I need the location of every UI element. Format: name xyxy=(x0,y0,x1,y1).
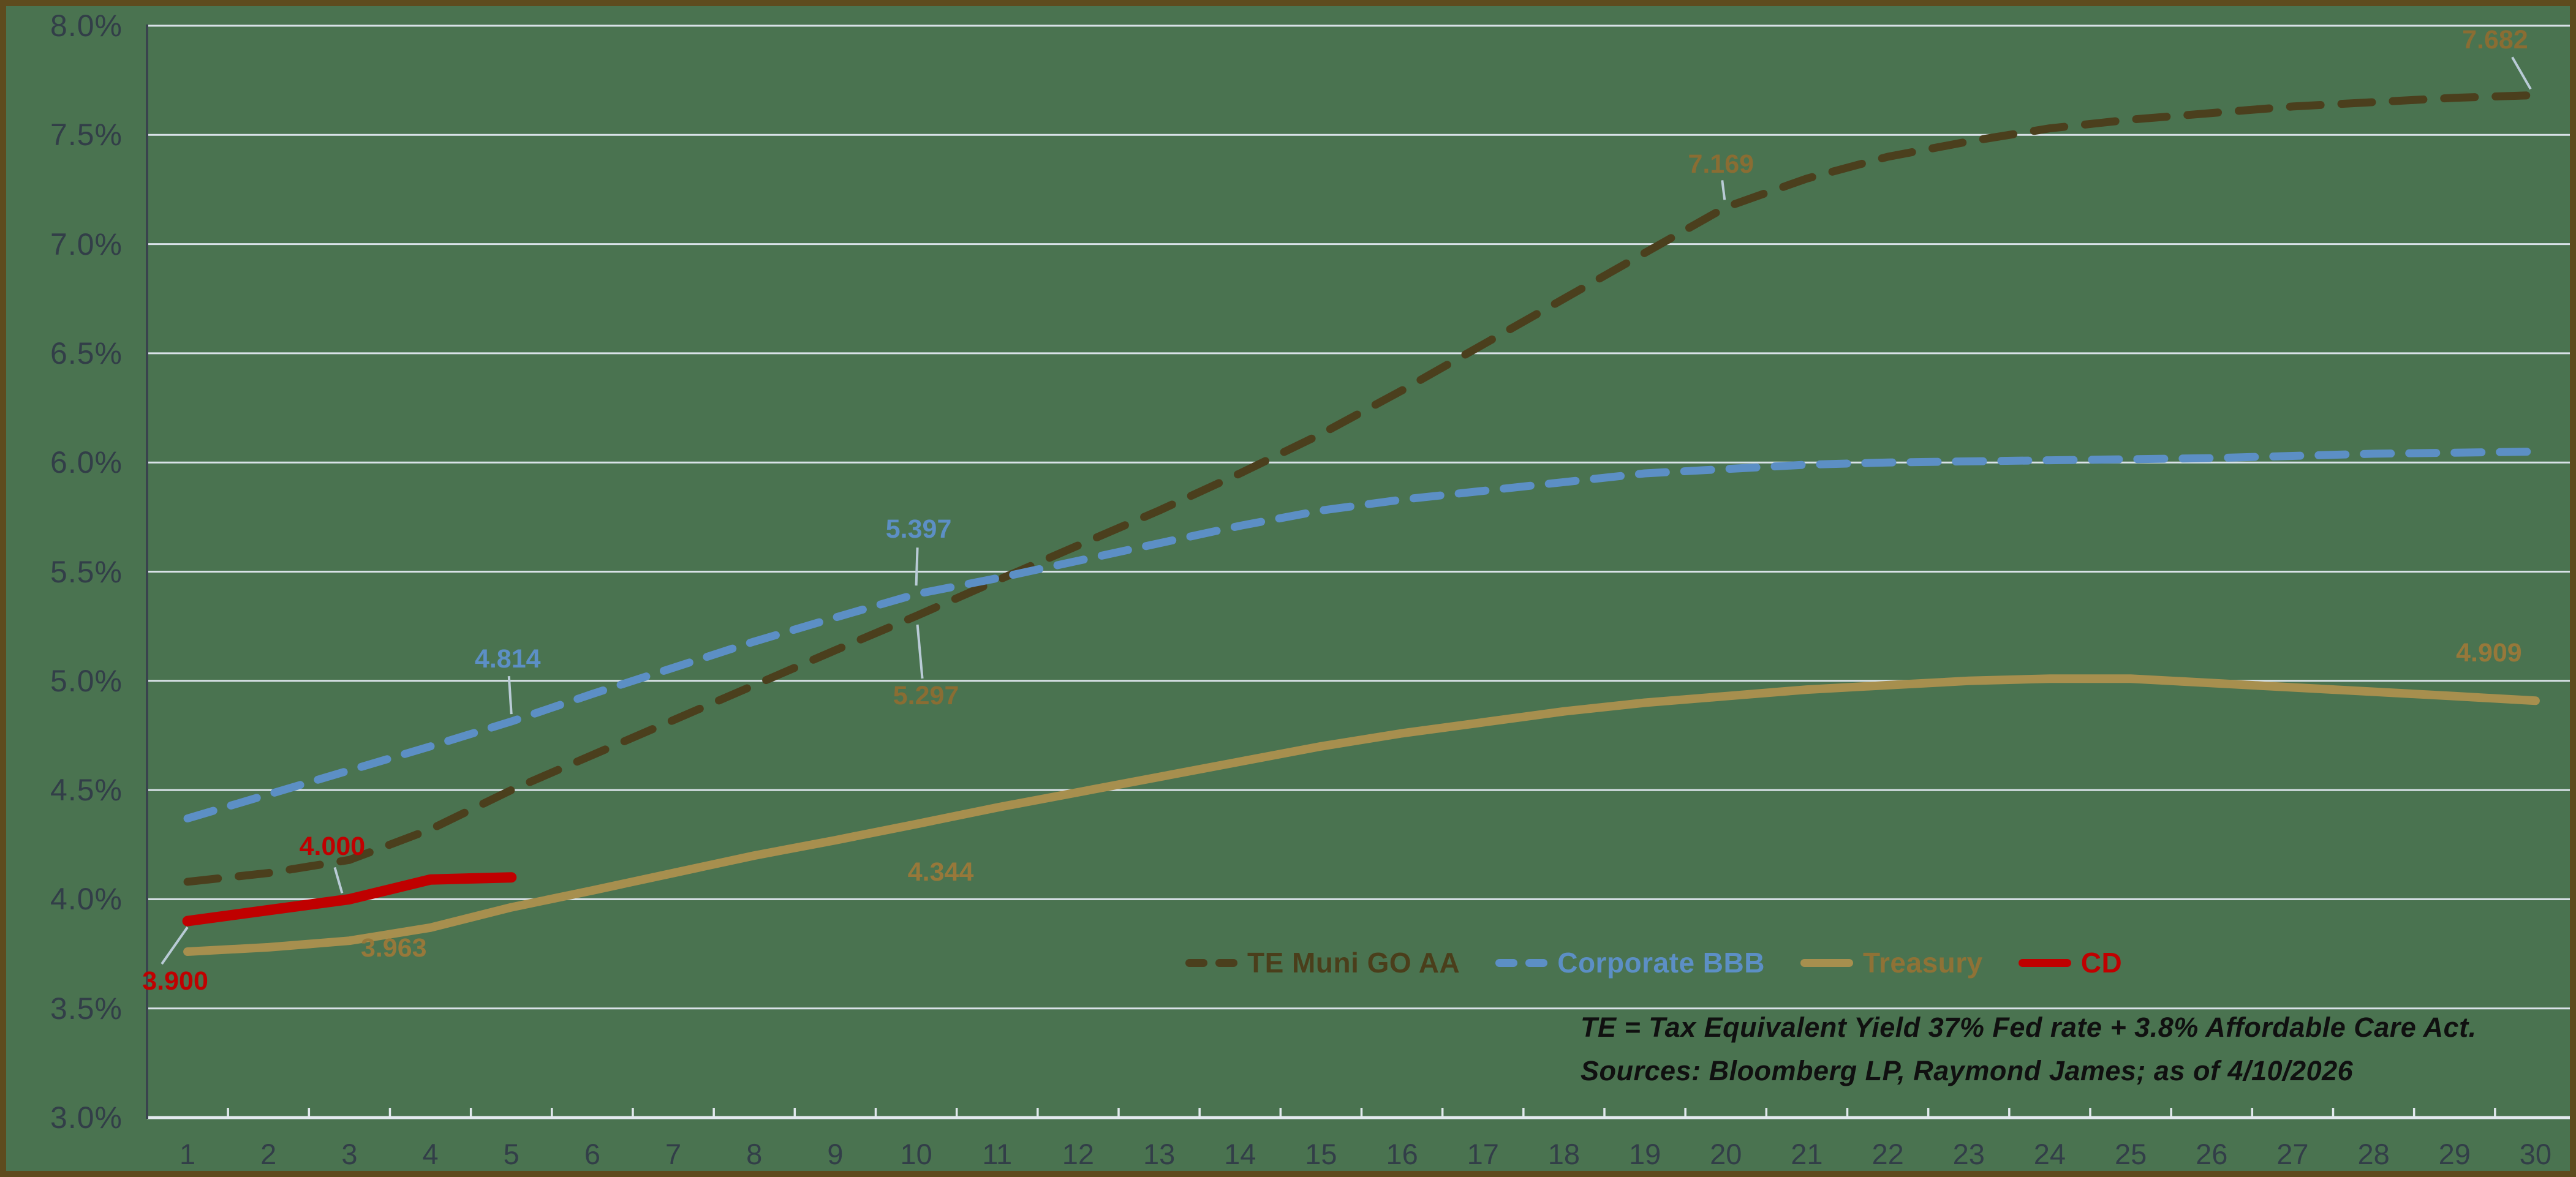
x-tick-label: 29 xyxy=(2438,1138,2471,1170)
data-label: 4.814 xyxy=(474,644,541,674)
cd-line-swatch xyxy=(2018,958,2071,967)
y-tick-label: 6.0% xyxy=(50,445,123,480)
x-tick-label: 7 xyxy=(665,1138,682,1170)
legend-label-treasury: Treasury xyxy=(1862,947,1983,979)
y-tick-label: 4.5% xyxy=(50,773,123,808)
x-tick-label: 6 xyxy=(584,1138,600,1170)
x-tick-label: 8 xyxy=(746,1138,763,1170)
data-label: 7.169 xyxy=(1688,149,1754,179)
legend-item-te-muni-go-aa: TE Muni GO AA xyxy=(1185,946,1460,979)
x-tick-label: 12 xyxy=(1062,1138,1095,1170)
legend-label-corporate-bbb: Corporate BBB xyxy=(1557,947,1765,979)
y-tick-label: 4.0% xyxy=(50,882,123,917)
x-tick-label: 21 xyxy=(1791,1138,1823,1170)
y-tick-label: 5.5% xyxy=(50,554,123,589)
x-tick-label: 4 xyxy=(422,1138,439,1170)
x-tick-label: 22 xyxy=(1872,1138,1904,1170)
legend-item-cd: CD xyxy=(2018,946,2123,979)
x-tick-label: 9 xyxy=(827,1138,844,1170)
legend: TE Muni GO AA Corporate BBB Treasury CD xyxy=(1185,938,2122,987)
x-tick-label: 23 xyxy=(1952,1138,1985,1170)
x-tick-label: 3 xyxy=(341,1138,358,1170)
y-tick-label: 7.0% xyxy=(50,227,123,261)
data-label: 4.909 xyxy=(2456,638,2522,668)
x-tick-label: 27 xyxy=(2276,1138,2309,1170)
label-leader-line xyxy=(333,867,344,893)
data-label: 7.682 xyxy=(2462,25,2528,55)
x-tick-label: 24 xyxy=(2033,1138,2066,1170)
y-tick-label: 7.5% xyxy=(50,118,123,152)
legend-label-cd: CD xyxy=(2080,947,2123,979)
label-leader-line xyxy=(507,675,513,715)
label-leader-line xyxy=(161,926,189,965)
label-leader-line xyxy=(1721,180,1726,200)
x-tick-label: 16 xyxy=(1386,1138,1418,1170)
y-tick-label: 6.5% xyxy=(50,336,123,370)
data-label: 4.000 xyxy=(299,832,366,862)
x-tick-label: 28 xyxy=(2357,1138,2390,1170)
data-label: 3.963 xyxy=(360,933,427,963)
data-label: 3.900 xyxy=(142,966,208,996)
x-tick-label: 10 xyxy=(900,1138,932,1170)
label-leader-line xyxy=(915,547,919,586)
x-tick-label: 18 xyxy=(1547,1138,1581,1170)
x-tick-label: 5 xyxy=(503,1138,519,1170)
x-tick-label: 15 xyxy=(1305,1138,1337,1170)
x-tick-label: 14 xyxy=(1224,1138,1256,1170)
label-leader-line xyxy=(2511,56,2532,90)
x-tick-label: 20 xyxy=(1710,1138,1742,1170)
x-tick-label: 19 xyxy=(1628,1138,1661,1170)
x-tick-label: 2 xyxy=(260,1138,277,1170)
x-tick-label: 13 xyxy=(1143,1138,1176,1170)
data-label: 5.397 xyxy=(885,514,952,544)
footnotes: TE = Tax Equivalent Yield 37% Fed rate +… xyxy=(1581,1006,2536,1092)
plot-area xyxy=(146,24,2570,1119)
label-leader-line xyxy=(916,624,924,679)
y-tick-label: 3.0% xyxy=(50,1100,123,1135)
footnote-tax-equivalent: TE = Tax Equivalent Yield 37% Fed rate +… xyxy=(1581,1012,2477,1043)
te-muni-line-swatch xyxy=(1185,958,1237,967)
data-label: 4.344 xyxy=(907,857,974,887)
x-tick-label: 1 xyxy=(179,1138,196,1170)
footnote-sources: Sources: Bloomberg LP, Raymond James; as… xyxy=(1581,1055,2354,1086)
y-tick-label: 8.0% xyxy=(50,9,123,43)
x-tick-label: 25 xyxy=(2114,1138,2147,1170)
series-line-corporate-bbb xyxy=(183,447,2540,822)
y-tick-label: 5.0% xyxy=(50,663,123,698)
x-tick-label: 30 xyxy=(2519,1138,2552,1170)
series-line-te-muni-go-aa xyxy=(183,91,2540,886)
x-tick-label: 11 xyxy=(982,1138,1013,1170)
x-tick-label: 26 xyxy=(2196,1138,2228,1170)
series-line-cd xyxy=(182,872,517,927)
series-line-treasury xyxy=(183,674,2540,956)
x-tick-label: 17 xyxy=(1467,1138,1499,1170)
y-tick-label: 3.5% xyxy=(50,991,123,1026)
legend-label-te-muni-go-aa: TE Muni GO AA xyxy=(1247,947,1460,979)
legend-item-corporate-bbb: Corporate BBB xyxy=(1495,946,1765,979)
legend-item-treasury: Treasury xyxy=(1800,946,1983,979)
data-label: 5.297 xyxy=(893,680,959,710)
corporate-bbb-line-swatch xyxy=(1495,958,1548,967)
treasury-line-swatch xyxy=(1800,958,1853,967)
